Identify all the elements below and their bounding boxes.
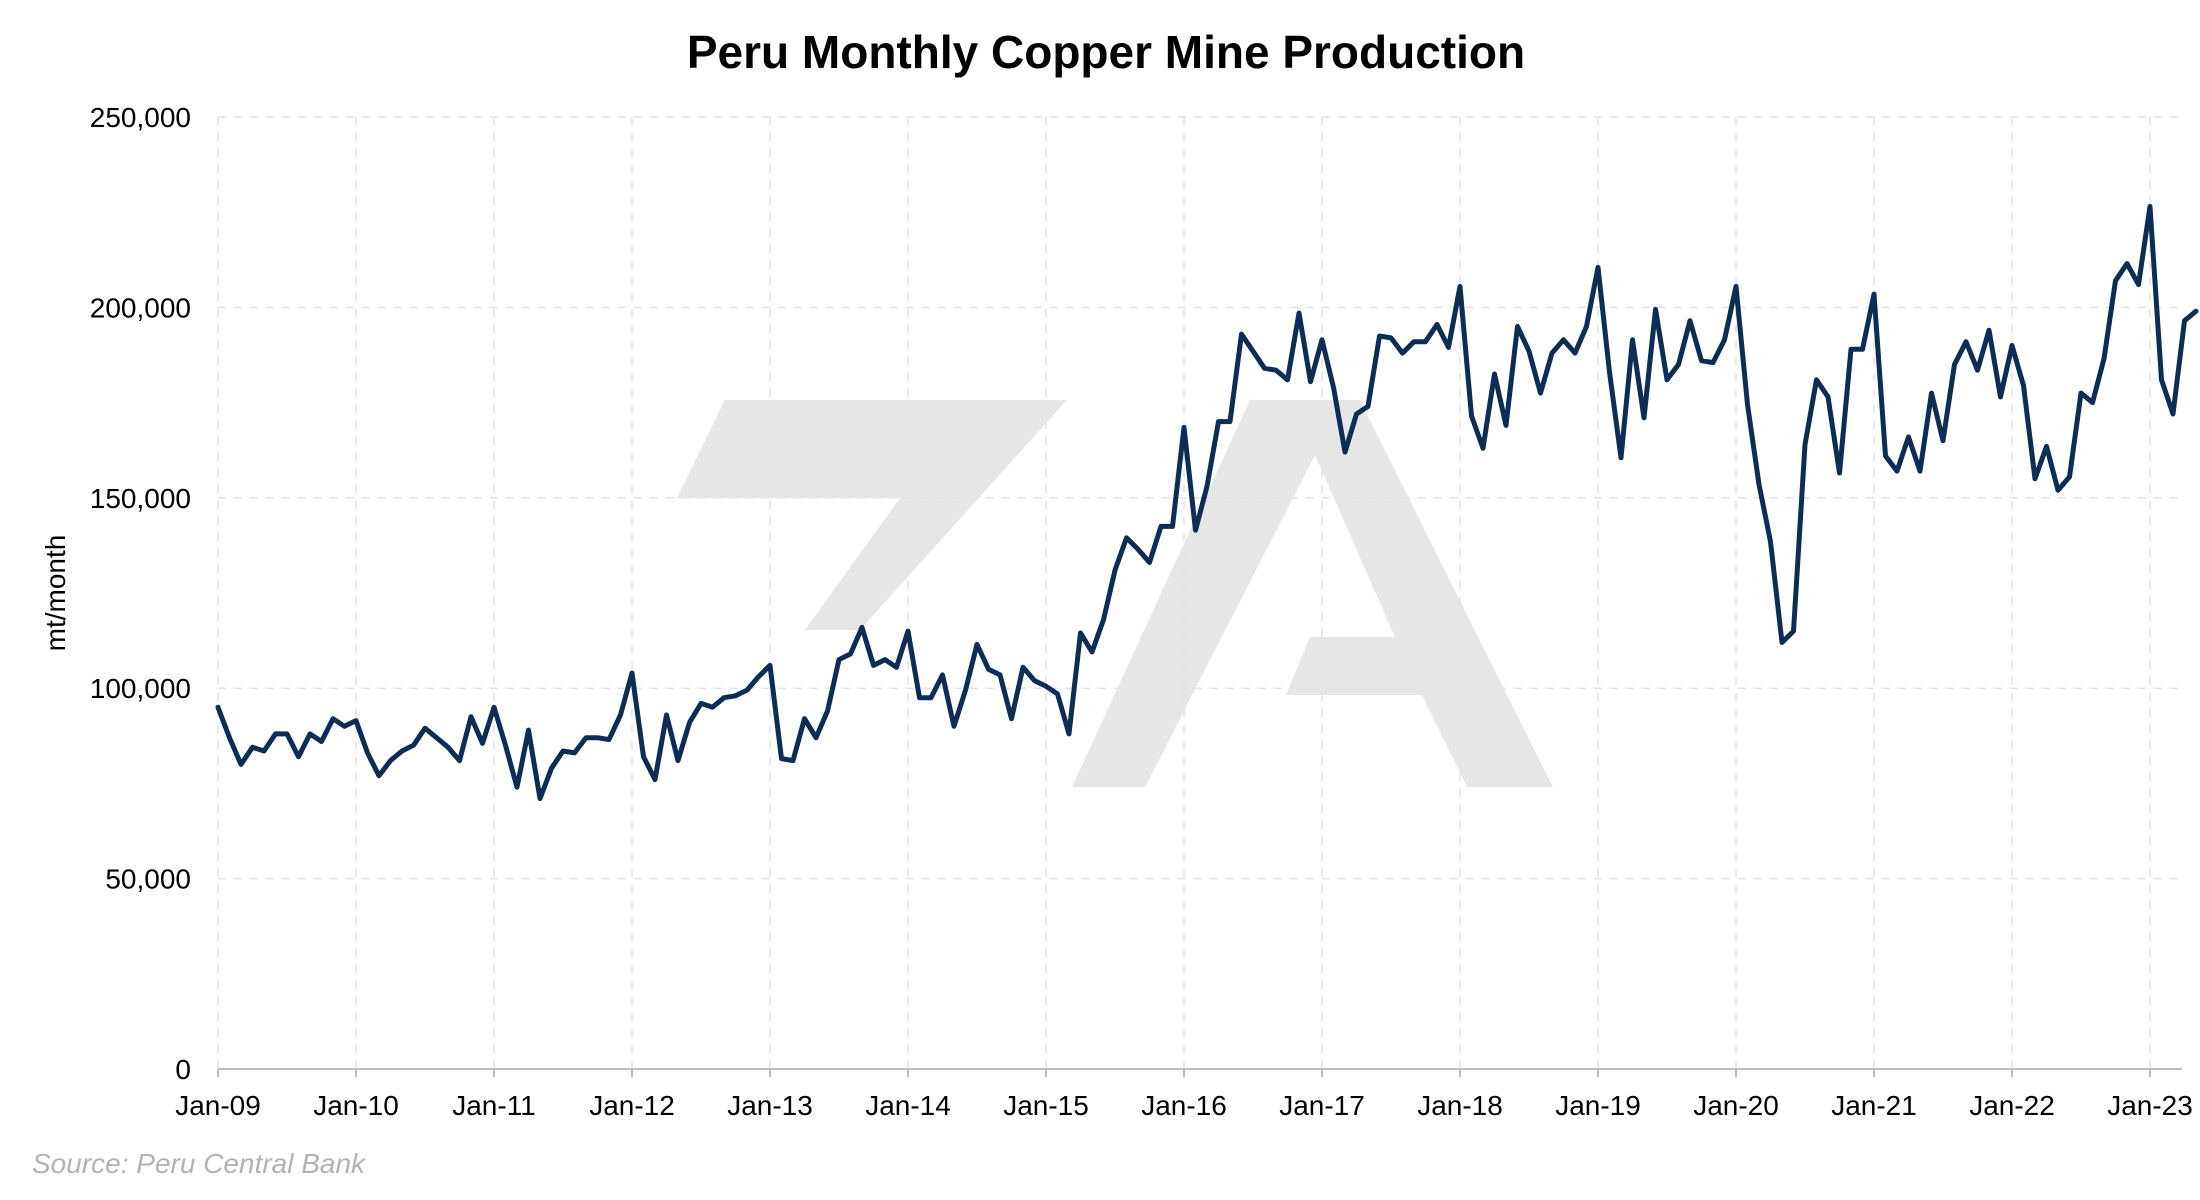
y-tick-label: 50,000 — [105, 864, 191, 895]
x-tick-label: Jan-13 — [727, 1090, 813, 1121]
series-line — [215, 204, 2199, 802]
watermark-logo — [677, 400, 1553, 787]
y-tick-label: 250,000 — [90, 102, 191, 133]
x-tick-labels: Jan-09 Jan-10 Jan-11 Jan-12 Jan-13 Jan-14 Jan-… — [175, 1090, 2193, 1121]
y-tick-labels: 0 50,000 100,000 150,000 200,000 250,000 — [90, 102, 191, 1085]
x-tick-label: Jan-23 — [2107, 1090, 2193, 1121]
y-tick-label: 0 — [175, 1054, 191, 1085]
x-tick-label: Jan-14 — [865, 1090, 951, 1121]
x-tick-label: Jan-09 — [175, 1090, 261, 1121]
chart-title: Peru Monthly Copper Mine Production — [687, 26, 1525, 78]
x-tick-label: Jan-11 — [452, 1090, 536, 1121]
x-tick-label: Jan-20 — [1693, 1090, 1779, 1121]
series-group — [215, 204, 2199, 802]
x-tick-label: Jan-22 — [1969, 1090, 2055, 1121]
x-tick-label: Jan-12 — [589, 1090, 675, 1121]
x-tick-label: Jan-10 — [313, 1090, 399, 1121]
y-tick-label: 200,000 — [90, 292, 191, 323]
x-tick-label: Jan-21 — [1831, 1090, 1917, 1121]
x-tick-label: Jan-15 — [1003, 1090, 1089, 1121]
source-note: Source: Peru Central Bank — [32, 1148, 367, 1179]
x-tick-label: Jan-16 — [1141, 1090, 1227, 1121]
y-tick-label: 150,000 — [90, 483, 191, 514]
gridlines — [217, 116, 2182, 1069]
y-tick-label: 100,000 — [90, 673, 191, 704]
x-tick-label: Jan-19 — [1555, 1090, 1641, 1121]
x-tick-label: Jan-17 — [1279, 1090, 1365, 1121]
axes — [217, 1068, 2182, 1077]
y-axis-label: mt/month — [40, 535, 71, 652]
x-tick-label: Jan-18 — [1417, 1090, 1503, 1121]
